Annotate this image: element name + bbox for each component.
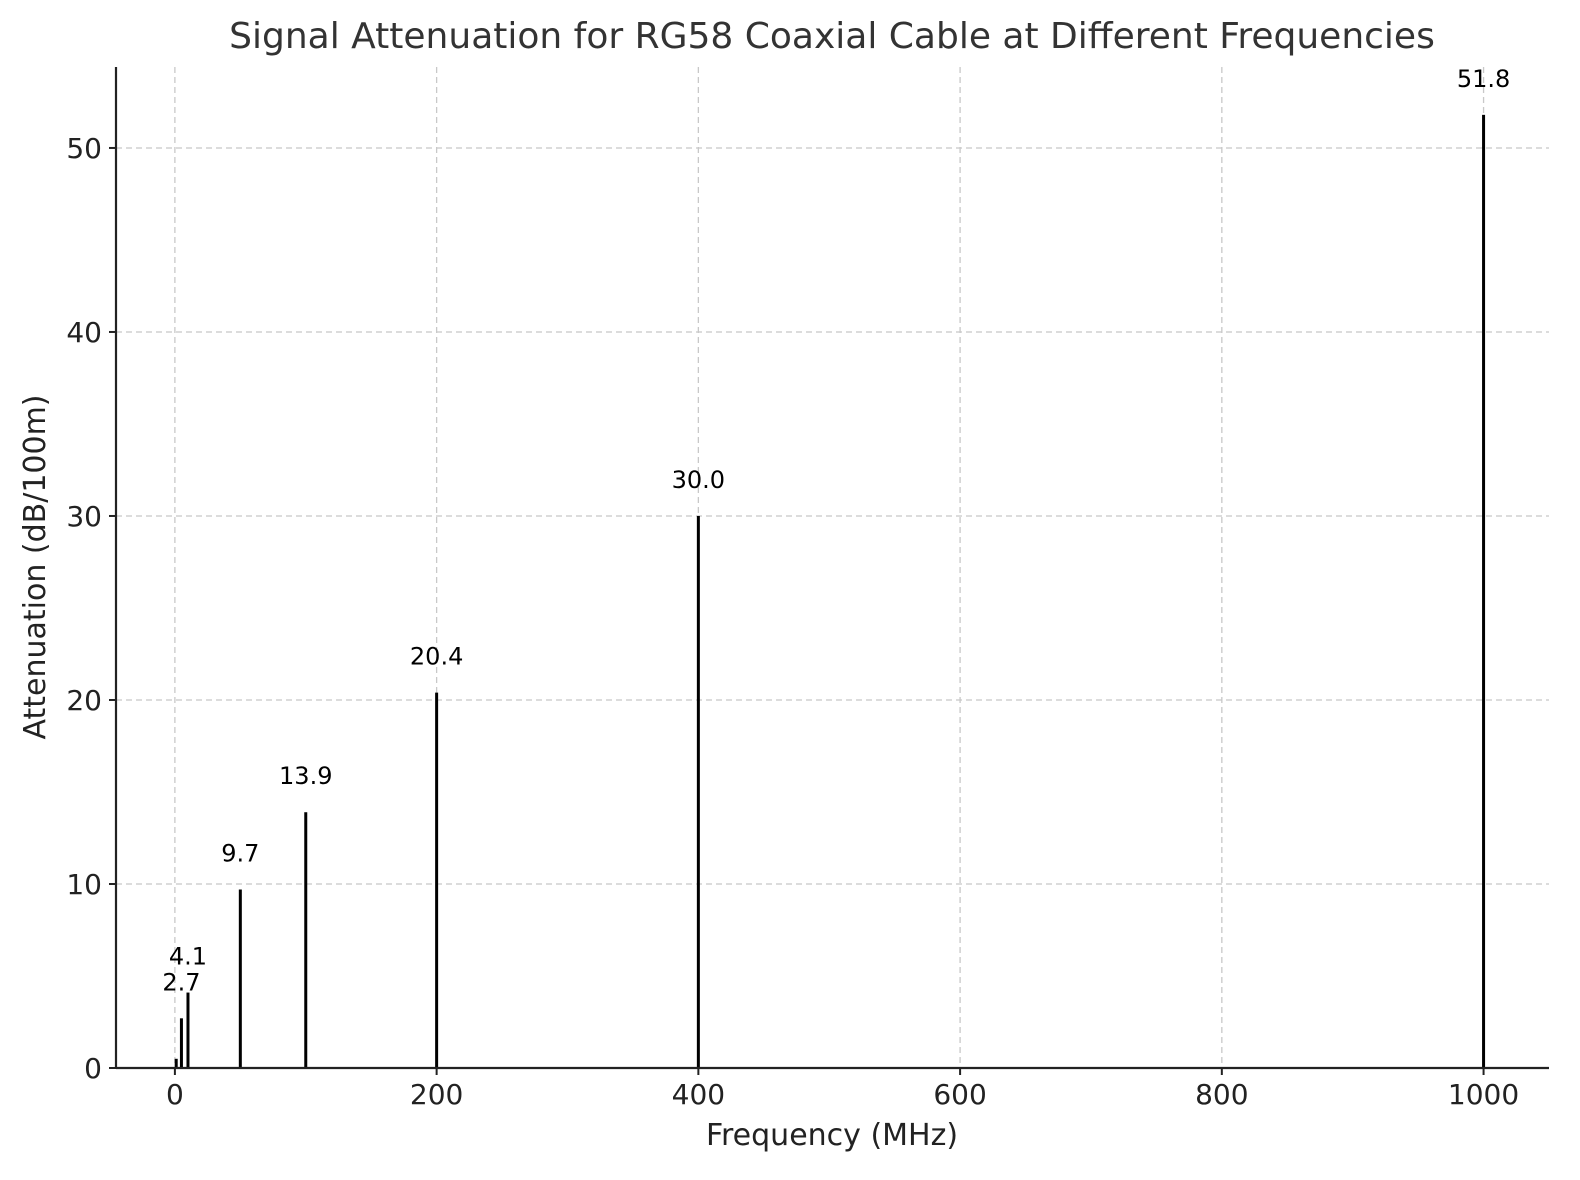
x-tick-label: 200 xyxy=(410,1078,463,1111)
data-label: 51.8 xyxy=(1457,65,1510,93)
bar xyxy=(179,1018,183,1068)
data-label: 9.7 xyxy=(221,840,259,868)
bar xyxy=(238,889,242,1068)
bar xyxy=(174,1058,178,1068)
bars xyxy=(174,114,1486,1068)
x-axis-label: Frequency (MHz) xyxy=(706,1118,958,1153)
y-tick-label: 0 xyxy=(84,1052,102,1085)
data-label: 30.0 xyxy=(672,466,725,494)
y-tick-label: 30 xyxy=(66,500,102,533)
y-axis-label: Attenuation (dB/100m) xyxy=(18,394,53,739)
x-tick-label: 400 xyxy=(672,1078,725,1111)
data-labels: 2.74.1 9.7 13.9 20.4 30.0 51.8 xyxy=(162,65,1510,996)
bar xyxy=(304,812,308,1068)
bar xyxy=(1482,114,1486,1068)
ticks: 0 200 400 600 800 1000 0 10 20 30 40 50 xyxy=(66,132,1519,1111)
x-tick-label: 800 xyxy=(1195,1078,1248,1111)
y-tick-label: 50 xyxy=(66,132,102,165)
x-tick-label: 1000 xyxy=(1448,1078,1519,1111)
data-label: 2.7 xyxy=(162,968,200,996)
data-label: 4.1 xyxy=(169,943,207,971)
x-tick-label: 600 xyxy=(933,1078,986,1111)
bar xyxy=(435,692,439,1068)
data-label: 13.9 xyxy=(279,762,332,790)
data-label: 20.4 xyxy=(410,643,463,671)
bar xyxy=(696,515,700,1068)
x-tick-label: 0 xyxy=(166,1078,184,1111)
chart-title: Signal Attenuation for RG58 Coaxial Cabl… xyxy=(229,16,1435,57)
grid xyxy=(116,67,1549,1069)
y-tick-label: 40 xyxy=(66,316,102,349)
y-tick-label: 20 xyxy=(66,684,102,717)
axes xyxy=(114,67,1549,1070)
bar xyxy=(186,992,190,1068)
y-tick-label: 10 xyxy=(66,868,102,901)
